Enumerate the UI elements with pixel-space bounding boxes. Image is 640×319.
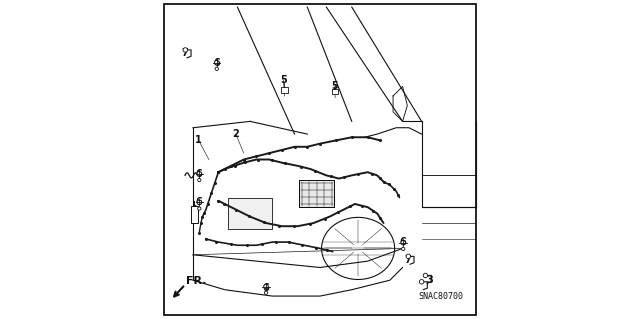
Circle shape [401, 241, 406, 245]
Text: 1: 1 [195, 136, 202, 145]
Text: 7: 7 [404, 255, 411, 264]
Circle shape [401, 247, 405, 250]
Text: 3: 3 [426, 275, 433, 285]
Circle shape [264, 284, 268, 289]
Circle shape [423, 273, 428, 278]
Circle shape [264, 291, 268, 294]
Text: 2: 2 [232, 129, 239, 139]
Text: 4: 4 [190, 205, 197, 215]
Text: 6: 6 [262, 283, 269, 293]
Text: 6: 6 [195, 169, 202, 179]
Circle shape [183, 48, 188, 52]
Text: 6: 6 [399, 237, 406, 247]
Circle shape [197, 172, 202, 176]
Text: 6: 6 [213, 58, 220, 68]
Circle shape [197, 200, 202, 205]
Text: 5: 5 [280, 75, 287, 85]
Bar [191, 205, 198, 223]
Bar [300, 180, 334, 207]
Text: SNAC80700: SNAC80700 [418, 292, 463, 300]
Circle shape [419, 279, 424, 284]
Bar [300, 180, 334, 207]
Bar [281, 87, 287, 93]
Circle shape [198, 207, 201, 210]
Circle shape [406, 254, 410, 259]
Text: FR.: FR. [186, 276, 207, 286]
Text: 5: 5 [331, 81, 338, 92]
Circle shape [214, 60, 219, 65]
Circle shape [198, 178, 201, 182]
Text: 7: 7 [182, 48, 188, 58]
Circle shape [215, 67, 218, 70]
Bar [332, 89, 339, 94]
Bar [228, 197, 273, 229]
Text: 6: 6 [195, 197, 202, 207]
